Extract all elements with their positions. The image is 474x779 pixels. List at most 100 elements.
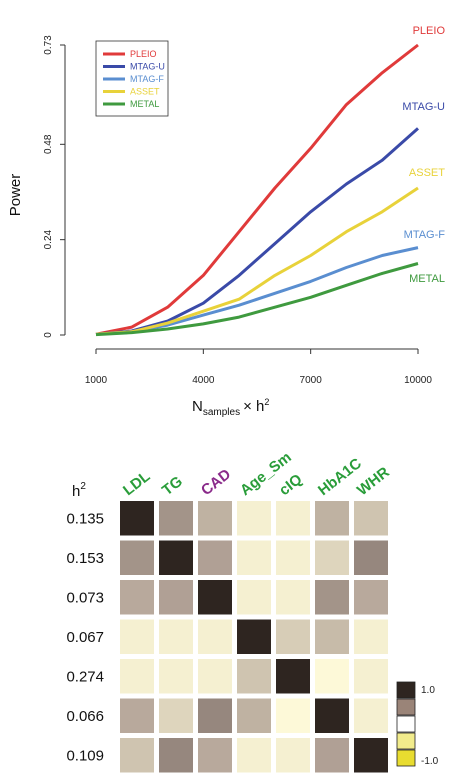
heatmap-cell — [354, 501, 388, 536]
heatmap-cell — [354, 619, 388, 654]
colorbar-swatch — [396, 698, 416, 716]
series-end-labels: PLEIO MTAG-U MTAG-F ASSET METAL — [402, 25, 445, 285]
heatmap-cell — [276, 501, 310, 536]
heatmap-cell — [159, 540, 193, 575]
legend-label-pleio: PLEIO — [130, 49, 157, 59]
end-label-mtag-f: MTAG-F — [404, 229, 446, 241]
heatmap-cell — [315, 580, 349, 615]
y-tick-label: 0.73 — [43, 35, 54, 55]
heatmap-cell — [315, 501, 349, 536]
heatmap-cell — [276, 738, 310, 773]
heatmap-cell — [237, 540, 271, 575]
heatmap-cell — [120, 540, 154, 575]
x-axis-label-main: N — [192, 398, 203, 415]
heatmap-cell — [159, 501, 193, 536]
heatmap-cell — [198, 501, 232, 536]
row-label: 0.274 — [66, 668, 104, 685]
colorbar-label-min: -1.0 — [421, 756, 439, 767]
heatmap-cell — [315, 540, 349, 575]
heatmap-cell — [198, 738, 232, 773]
heatmap-cell — [159, 659, 193, 694]
series-line-pleio — [95, 43, 419, 336]
heatmap-cell — [198, 619, 232, 654]
x-tick-label: 10000 — [404, 375, 432, 386]
heatmap-cell — [354, 659, 388, 694]
heatmap-cell — [159, 698, 193, 733]
y-tick-label: 0.48 — [43, 134, 54, 154]
end-label-mtag-u: MTAG-U — [402, 101, 445, 113]
heatmap-colorbar: 1.0 -1.0 — [396, 681, 439, 767]
heatmap-row-labels: 0.135 0.153 0.073 0.067 0.274 0.066 0.109 — [66, 510, 104, 764]
heatmap-cells — [120, 501, 388, 773]
line-series-group — [95, 43, 419, 337]
colorbar-swatch — [396, 749, 416, 767]
heatmap-cell — [276, 580, 310, 615]
y-axis-label: Power — [7, 174, 24, 217]
heatmap-cell — [237, 738, 271, 773]
heatmap-cell — [120, 659, 154, 694]
heatmap-cell — [120, 580, 154, 615]
legend-label-mtag-u: MTAG-U — [130, 62, 165, 72]
heatmap-corner-sup: 2 — [80, 481, 86, 492]
column-label-hba1c: HbA1C — [315, 455, 365, 499]
chart-legend: PLEIO MTAG-U MTAG-F ASSET METAL — [95, 40, 169, 117]
heatmap-cell — [354, 738, 388, 773]
column-label-ciq: cIQ — [276, 471, 306, 499]
y-tick-label: 0 — [43, 332, 54, 338]
end-label-pleio: PLEIO — [413, 25, 446, 37]
x-axis-ticks: 1000 4000 7000 10000 — [85, 349, 432, 386]
x-axis-label-sub: samples — [203, 407, 240, 418]
end-label-metal: METAL — [409, 273, 445, 285]
row-label: 0.109 — [66, 747, 104, 764]
column-label-ldl: LDL — [120, 468, 153, 499]
heatmap-cell — [276, 619, 310, 654]
heatmap-cell — [159, 738, 193, 773]
heatmap-cell — [237, 501, 271, 536]
heatmap-cell — [237, 580, 271, 615]
heatmap-corner-label: h2 — [72, 481, 86, 500]
colorbar-label-max: 1.0 — [421, 685, 435, 696]
heatmap-cell — [237, 619, 271, 654]
heatmap-cell — [237, 659, 271, 694]
heatmap-cell — [159, 580, 193, 615]
x-axis-label: Nsamples × h2 — [192, 397, 269, 418]
heatmap-cell — [315, 738, 349, 773]
heatmap-cell — [276, 698, 310, 733]
heatmap-cell — [315, 619, 349, 654]
heatmap-cell — [120, 619, 154, 654]
heatmap-cell — [159, 619, 193, 654]
x-tick-label: 4000 — [192, 375, 215, 386]
heatmap-cell — [120, 738, 154, 773]
heatmap-cell — [237, 698, 271, 733]
end-label-asset: ASSET — [409, 167, 445, 179]
legend-label-metal: METAL — [130, 99, 159, 109]
row-label: 0.153 — [66, 550, 104, 567]
x-tick-label: 7000 — [300, 375, 323, 386]
series-line-mtag-u — [95, 127, 419, 336]
colorbar-swatch — [396, 681, 416, 699]
y-axis-ticks: 0 0.24 0.48 0.73 — [43, 35, 65, 338]
colorbar-swatch — [396, 732, 416, 750]
row-label: 0.067 — [66, 629, 104, 646]
colorbar-swatch — [396, 715, 416, 733]
heatmap-cell — [276, 540, 310, 575]
x-axis-label-suffix: × h — [243, 398, 264, 415]
heatmap-cell — [198, 540, 232, 575]
row-label: 0.073 — [66, 589, 104, 606]
heatmap-corner-h: h — [72, 483, 80, 500]
power-line-chart: 0 0.24 0.48 0.73 1000 4000 7000 10000 PLEIO MTA… — [7, 25, 445, 418]
heatmap-cell — [120, 501, 154, 536]
heatmap-cell — [198, 659, 232, 694]
series-line-asset — [95, 186, 419, 336]
series-line-metal — [95, 262, 419, 337]
legend-label-mtag-f: MTAG-F — [130, 74, 164, 84]
row-label: 0.066 — [66, 708, 104, 725]
heatmap-cell — [354, 698, 388, 733]
heatmap-cell — [198, 698, 232, 733]
column-label-tg: TG — [159, 473, 186, 499]
legend-label-asset: ASSET — [130, 87, 160, 97]
column-label-cad: CAD — [198, 466, 234, 500]
